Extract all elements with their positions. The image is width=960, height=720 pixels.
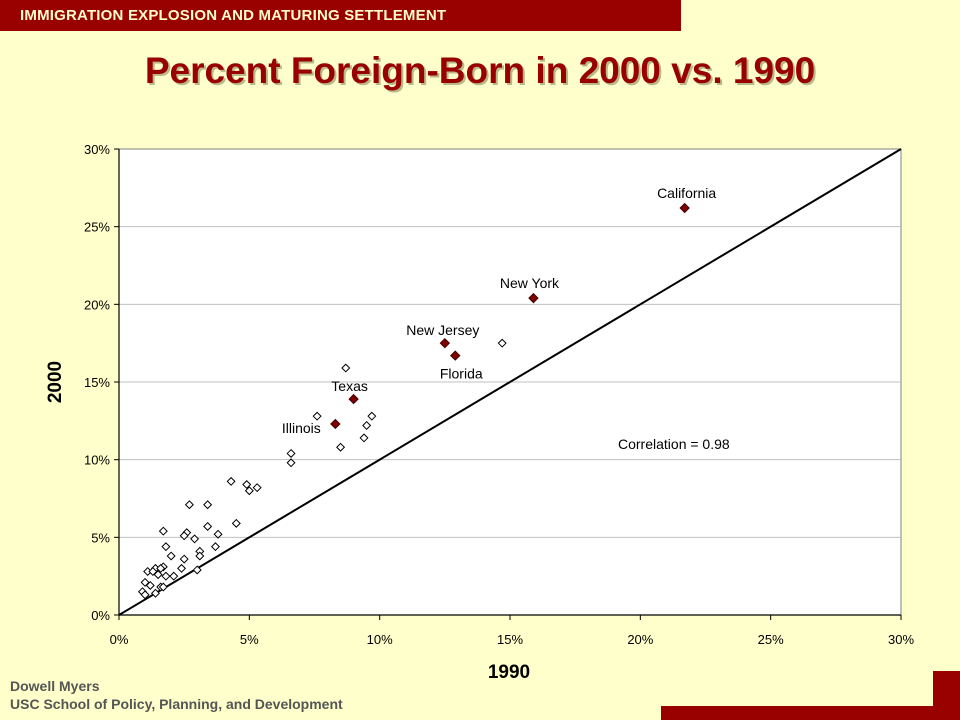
data-point	[244, 486, 254, 496]
data-point	[161, 571, 171, 581]
data-point	[252, 483, 262, 493]
data-point	[359, 433, 369, 443]
data-point	[195, 551, 205, 561]
data-point	[497, 338, 507, 348]
data-point	[203, 500, 213, 510]
y-tick-label: 20%	[84, 297, 110, 312]
highlight-point	[528, 292, 539, 304]
data-point	[179, 531, 189, 541]
data-point	[192, 565, 202, 575]
highlight-point	[439, 337, 451, 349]
data-point	[213, 529, 223, 539]
data-point	[184, 500, 194, 510]
highlight-point	[348, 393, 359, 405]
highlight-point	[330, 418, 341, 430]
data-point	[312, 411, 322, 421]
highlight-point	[679, 202, 690, 214]
data-point	[145, 580, 155, 590]
data-point	[203, 521, 213, 531]
footer-bar	[661, 706, 960, 720]
data-point	[341, 363, 351, 373]
data-point	[362, 420, 372, 431]
data-point	[150, 588, 161, 598]
data-point	[367, 411, 377, 421]
section-header: IMMIGRATION EXPLOSION AND MATURING SETTL…	[20, 7, 447, 24]
data-point	[166, 551, 176, 561]
slide-title: Percent Foreign-Born in 2000 vs. 1990	[144, 50, 816, 91]
y-axis-title: 2000	[45, 361, 66, 403]
data-point	[226, 476, 236, 486]
point-label: California	[657, 185, 716, 201]
x-tick-label: 5%	[240, 632, 259, 647]
highlight-point	[450, 350, 461, 361]
point-label: Illinois	[282, 420, 321, 436]
x-tick-label: 30%	[888, 632, 914, 647]
data-point	[158, 582, 168, 592]
data-point	[177, 563, 187, 573]
data-point	[148, 566, 158, 577]
x-axis-title: 1990	[488, 662, 530, 683]
x-tick-label: 0%	[110, 632, 129, 647]
y-tick-label: 10%	[84, 453, 110, 468]
data-point	[140, 590, 150, 600]
y-tick-label: 0%	[91, 608, 110, 623]
data-point	[156, 563, 166, 573]
x-tick-label: 20%	[627, 632, 653, 647]
data-point	[190, 534, 200, 544]
data-point	[242, 480, 252, 490]
header-bar: IMMIGRATION EXPLOSION AND MATURING SETTL…	[0, 0, 681, 31]
x-tick-label: 10%	[367, 632, 393, 647]
x-tick-label: 15%	[497, 632, 523, 647]
y-tick-label: 5%	[91, 530, 110, 545]
data-point	[210, 542, 220, 552]
data-point	[286, 458, 296, 468]
point-label: Texas	[331, 378, 368, 394]
reference-line	[118, 148, 902, 616]
x-tick-label: 25%	[758, 632, 784, 647]
data-point	[336, 442, 346, 452]
data-point	[286, 448, 296, 458]
correlation-annotation: Correlation = 0.98	[618, 436, 730, 452]
point-label: New Jersey	[406, 322, 479, 338]
y-tick-label: 25%	[84, 220, 110, 235]
data-point	[169, 571, 179, 581]
data-point	[140, 577, 150, 587]
author-name: Dowell Myers	[10, 678, 100, 694]
point-label: Florida	[440, 366, 483, 382]
institution-name: USC School of Policy, Planning, and Deve…	[10, 696, 343, 712]
data-point	[161, 542, 171, 552]
data-point	[153, 570, 163, 580]
footer-block	[933, 671, 960, 720]
point-label: New York	[500, 275, 560, 291]
y-tick-label: 15%	[84, 375, 110, 390]
data-point	[179, 554, 189, 564]
y-tick-label: 30%	[84, 142, 110, 157]
data-point	[231, 518, 241, 528]
data-point	[158, 526, 168, 536]
